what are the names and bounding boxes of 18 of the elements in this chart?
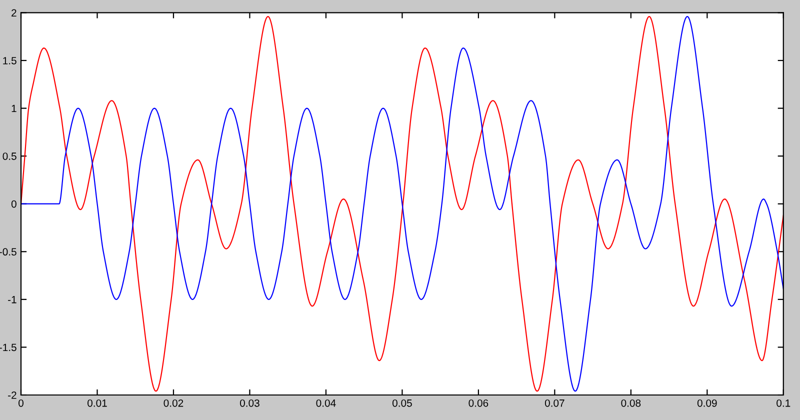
- x-tick-label: 0.02: [164, 399, 184, 407]
- y-tick-label: 2: [12, 9, 16, 16]
- y-tick-label: -2: [8, 392, 16, 399]
- y-tick-label: 0: [11, 200, 16, 208]
- x-tick-label: 0.04: [316, 399, 336, 407]
- x-tick-label: 0: [18, 399, 24, 407]
- y-tick-label: 0.5: [2, 152, 16, 160]
- x-tick-label: 0.07: [544, 399, 564, 407]
- x-tick-label: 0.1: [776, 399, 790, 407]
- y-tick-label: 1.5: [3, 57, 16, 64]
- y-tick-label: -1: [8, 296, 16, 304]
- x-tick-label: 0.05: [392, 399, 412, 407]
- x-tick-label: 0.06: [468, 399, 488, 407]
- x-tick-label: 0.03: [240, 399, 260, 407]
- y-tick-label: 1: [12, 104, 16, 112]
- x-tick-label: 0.09: [697, 399, 717, 407]
- x-tick-label: 0.08: [621, 399, 641, 407]
- x-tick-label: 0.01: [88, 399, 107, 407]
